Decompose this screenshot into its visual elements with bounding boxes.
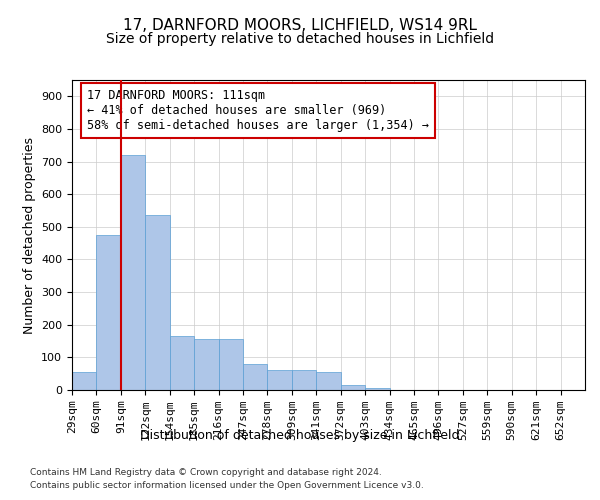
Text: Distribution of detached houses by size in Lichfield: Distribution of detached houses by size … xyxy=(140,428,460,442)
Bar xyxy=(292,370,316,390)
Bar xyxy=(341,385,365,390)
Bar xyxy=(72,372,97,390)
Bar xyxy=(121,155,145,390)
Bar xyxy=(243,364,268,390)
Text: 17, DARNFORD MOORS, LICHFIELD, WS14 9RL: 17, DARNFORD MOORS, LICHFIELD, WS14 9RL xyxy=(123,18,477,32)
Y-axis label: Number of detached properties: Number of detached properties xyxy=(23,136,35,334)
Bar xyxy=(316,372,341,390)
Bar xyxy=(365,388,389,390)
Text: Size of property relative to detached houses in Lichfield: Size of property relative to detached ho… xyxy=(106,32,494,46)
Text: Contains public sector information licensed under the Open Government Licence v3: Contains public sector information licen… xyxy=(30,480,424,490)
Bar xyxy=(218,340,243,390)
Text: Contains HM Land Registry data © Crown copyright and database right 2024.: Contains HM Land Registry data © Crown c… xyxy=(30,468,382,477)
Bar xyxy=(268,370,292,390)
Bar xyxy=(97,235,121,390)
Bar xyxy=(145,216,170,390)
Text: 17 DARNFORD MOORS: 111sqm
← 41% of detached houses are smaller (969)
58% of semi: 17 DARNFORD MOORS: 111sqm ← 41% of detac… xyxy=(88,90,430,132)
Bar xyxy=(170,336,194,390)
Bar xyxy=(194,340,218,390)
